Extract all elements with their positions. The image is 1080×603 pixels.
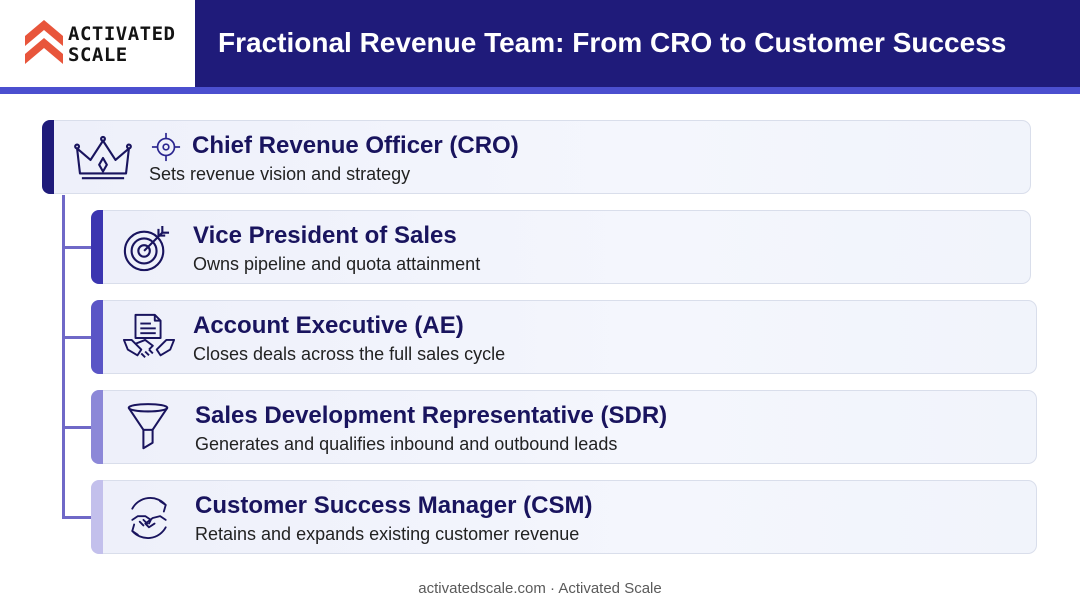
role-description: Closes deals across the full sales cycle <box>193 344 506 364</box>
tree-branch <box>62 246 92 249</box>
header: ACTIVATED SCALE Fractional Revenue Team:… <box>0 0 1080 94</box>
logo-line1: ACTIVATED <box>68 23 176 45</box>
card-stripe <box>91 210 103 284</box>
role-description: Owns pipeline and quota attainment <box>193 254 481 274</box>
tree-branch <box>62 516 92 519</box>
crown-icon <box>74 135 132 180</box>
role-description: Generates and qualifies inbound and outb… <box>195 434 618 454</box>
card-stripe <box>91 300 103 374</box>
card-stripe <box>91 480 103 554</box>
title-bar <box>195 0 1080 87</box>
role-title: Sales Development Representative (SDR) <box>195 402 668 429</box>
handshake-contract-icon <box>122 313 176 358</box>
role-title: Customer Success Manager (CSM) <box>195 492 593 519</box>
handshake-cycle-icon <box>131 497 167 539</box>
card-stripe <box>91 390 103 464</box>
role-title: Chief Revenue Officer (CRO) <box>192 132 519 159</box>
page-title: Fractional Revenue Team: From CRO to Cus… <box>218 27 1007 58</box>
logo-mark-icon <box>25 20 63 64</box>
accent-bar <box>0 87 1080 94</box>
role-card-vp-sales[interactable]: Vice President of Sales Owns pipeline an… <box>91 210 1031 284</box>
role-card-sdr[interactable]: Sales Development Representative (SDR) G… <box>91 390 1037 464</box>
tree-connector <box>62 195 65 517</box>
funnel-icon <box>127 403 169 450</box>
logo[interactable]: ACTIVATED SCALE <box>0 0 195 87</box>
role-card-cro[interactable]: Chief Revenue Officer (CRO) Sets revenue… <box>42 120 1031 194</box>
logo-line2: SCALE <box>68 44 128 66</box>
role-card-ae[interactable]: Account Executive (AE) Closes deals acro… <box>91 300 1037 374</box>
card-stripe <box>42 120 54 194</box>
compass-icon <box>151 132 181 162</box>
role-description: Retains and expands existing customer re… <box>195 524 580 544</box>
role-card-csm[interactable]: Customer Success Manager (CSM) Retains a… <box>91 480 1037 554</box>
role-description: Sets revenue vision and strategy <box>149 164 411 184</box>
logo-text: ACTIVATED SCALE <box>68 24 175 66</box>
tree-branch <box>62 336 92 339</box>
tree-branch <box>62 426 92 429</box>
role-title: Vice President of Sales <box>193 222 457 249</box>
role-title: Account Executive (AE) <box>193 312 464 339</box>
footer: activatedscale.com · Activated Scale <box>418 580 662 597</box>
target-icon <box>123 225 170 272</box>
